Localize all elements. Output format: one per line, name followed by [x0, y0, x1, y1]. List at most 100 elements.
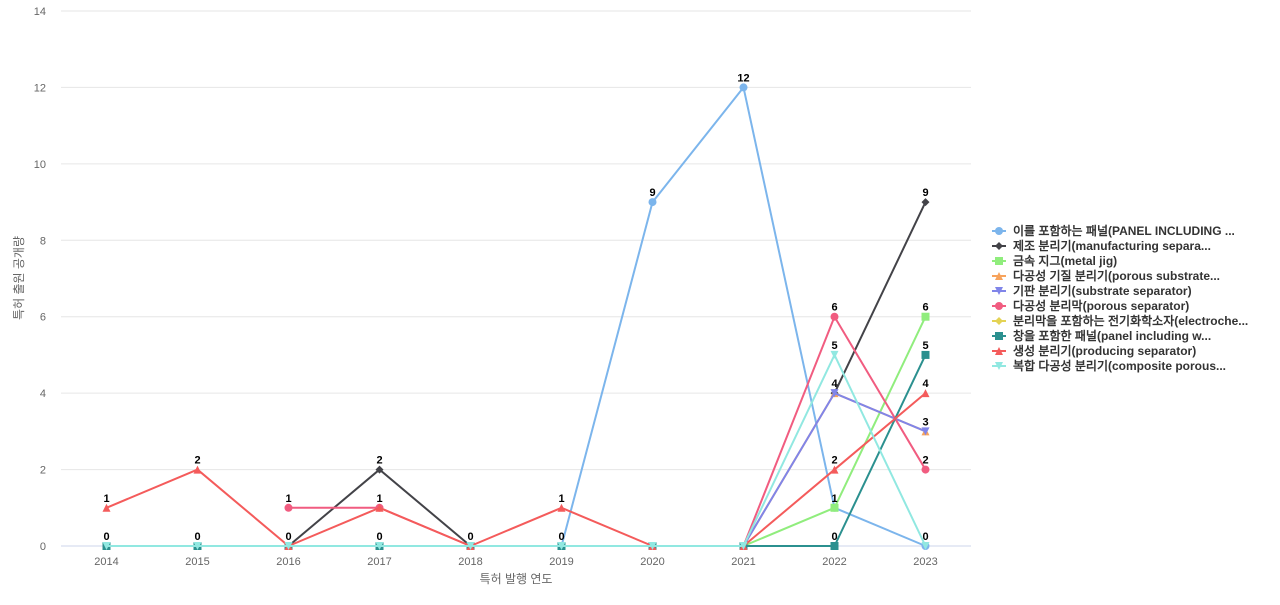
series-composite-porous-9 — [102, 350, 930, 550]
legend-label: 다공성 기질 분리기(porous substrate... — [1013, 268, 1220, 283]
data-label: 5 — [831, 340, 837, 352]
data-point[interactable] — [830, 542, 839, 550]
legend-marker — [995, 257, 1003, 265]
legend-label: 제조 분리기(manufacturing separa... — [1013, 238, 1211, 253]
x-tick-label: 2019 — [549, 556, 573, 568]
data-point[interactable] — [830, 312, 839, 321]
legend-item[interactable]: 제조 분리기(manufacturing separa... — [992, 238, 1211, 253]
y-tick-label: 4 — [40, 388, 46, 400]
series-line[interactable] — [105, 353, 927, 547]
data-point[interactable] — [557, 542, 566, 550]
data-point[interactable] — [921, 198, 930, 207]
y-tick-label: 8 — [40, 235, 46, 247]
legend-marker — [995, 347, 1003, 355]
data-label: 6 — [922, 302, 928, 314]
y-tick-label: 0 — [40, 541, 46, 553]
data-label: 1 — [103, 493, 109, 505]
data-point[interactable] — [830, 389, 839, 398]
data-point[interactable] — [648, 542, 657, 550]
x-tick-label: 2022 — [822, 556, 846, 568]
data-label: 0 — [467, 531, 473, 543]
legend-marker — [995, 302, 1003, 310]
data-point[interactable] — [648, 198, 657, 207]
data-point[interactable] — [921, 542, 930, 550]
legend-label: 기판 분리기(substrate separator) — [1013, 283, 1192, 298]
series-line[interactable] — [105, 353, 927, 547]
data-point[interactable] — [830, 503, 839, 512]
legend-item[interactable]: 복합 다공성 분리기(composite porous... — [992, 358, 1226, 373]
data-label: 0 — [285, 531, 291, 543]
legend-item[interactable]: 분리막을 포함하는 전기화학소자(electroche... — [992, 313, 1248, 328]
x-tick-label: 2023 — [913, 556, 937, 568]
data-point[interactable] — [830, 465, 839, 474]
data-point[interactable] — [193, 465, 202, 474]
grid-lines — [61, 10, 971, 547]
data-point[interactable] — [284, 503, 293, 512]
data-point[interactable] — [921, 427, 930, 436]
data-point[interactable] — [375, 465, 384, 474]
data-point[interactable] — [921, 465, 930, 474]
data-label: 0 — [558, 531, 564, 543]
legend-marker — [995, 272, 1003, 280]
x-tick-label: 2015 — [185, 556, 209, 568]
data-label: 4 — [922, 378, 929, 390]
data-point[interactable] — [102, 503, 111, 512]
data-label: 0 — [831, 531, 837, 543]
data-label: 2 — [922, 455, 928, 467]
data-point[interactable] — [102, 542, 111, 550]
series-line[interactable] — [105, 392, 927, 547]
data-label: 1 — [558, 493, 564, 505]
y-tick-label: 12 — [34, 82, 46, 94]
data-label: 4 — [831, 378, 838, 390]
data-point[interactable] — [739, 83, 748, 92]
data-point[interactable] — [557, 503, 566, 512]
legend-item[interactable]: 기판 분리기(substrate separator) — [992, 283, 1192, 298]
y-tick-label: 14 — [34, 6, 46, 18]
x-tick-label: 2016 — [276, 556, 300, 568]
legend-item[interactable]: 다공성 기질 분리기(porous substrate... — [992, 268, 1220, 283]
legend-item[interactable]: 다공성 분리막(porous separator) — [992, 298, 1189, 313]
x-tick-label: 2017 — [367, 556, 391, 568]
legend-item[interactable]: 창을 포함한 패널(panel including w... — [992, 328, 1211, 343]
data-label: 5 — [922, 340, 928, 352]
legend-label: 창을 포함한 패널(panel including w... — [1013, 328, 1211, 343]
x-axis-title: 특허 발행 연도 — [480, 571, 553, 586]
data-label: 1 — [831, 493, 837, 505]
data-point[interactable] — [830, 350, 839, 359]
legend-marker — [995, 317, 1003, 325]
x-tick-label: 2020 — [640, 556, 664, 568]
data-point[interactable] — [466, 542, 475, 550]
legend-item[interactable]: 생성 분리기(producing separator) — [992, 343, 1196, 358]
data-label: 0 — [194, 531, 200, 543]
legend-item[interactable]: 이를 포함하는 패널(PANEL INCLUDING ... — [992, 223, 1235, 238]
data-label: 1 — [376, 493, 382, 505]
legend[interactable]: 이를 포함하는 패널(PANEL INCLUDING ...제조 분리기(man… — [992, 223, 1248, 373]
data-label: 2 — [376, 455, 382, 467]
data-label: 2 — [194, 455, 200, 467]
legend-label: 분리막을 포함하는 전기화학소자(electroche... — [1013, 313, 1248, 328]
data-point[interactable] — [375, 503, 384, 512]
series-line[interactable] — [833, 201, 927, 395]
data-point[interactable] — [921, 389, 930, 398]
data-point[interactable] — [921, 350, 930, 359]
data-point[interactable] — [193, 542, 202, 550]
legend-marker — [995, 362, 1003, 370]
data-point[interactable] — [375, 542, 384, 550]
x-tick-label: 2018 — [458, 556, 482, 568]
legend-marker — [995, 287, 1003, 295]
legend-item[interactable]: 금속 지그(metal jig) — [992, 253, 1117, 268]
x-tick-label: 2021 — [731, 556, 755, 568]
y-tick-label: 6 — [40, 312, 46, 324]
data-point[interactable] — [284, 542, 293, 550]
legend-label: 생성 분리기(producing separator) — [1013, 343, 1196, 358]
legend-marker — [995, 227, 1003, 235]
y-axis-title: 특허 출원 공개량 — [12, 236, 26, 320]
y-tick-label: 2 — [40, 465, 46, 477]
legend-label: 이를 포함하는 패널(PANEL INCLUDING ... — [1013, 223, 1235, 238]
data-point[interactable] — [739, 542, 748, 550]
data-point[interactable] — [921, 312, 930, 321]
x-tick-label: 2014 — [94, 556, 118, 568]
